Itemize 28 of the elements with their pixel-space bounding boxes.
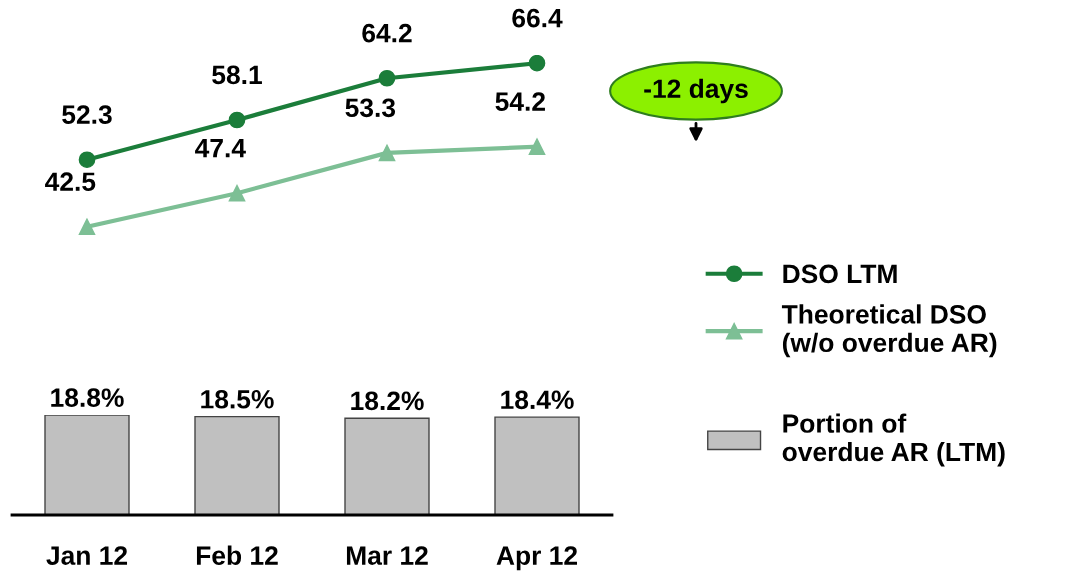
point — [378, 69, 396, 87]
point — [78, 218, 96, 235]
data-label: 47.4 — [195, 139, 246, 158]
data-label: 54.2 — [495, 92, 545, 111]
legend-label: Theoretical DSO (w/o overdue AR) — [781, 304, 997, 358]
point — [378, 144, 396, 162]
data-label: 53.3 — [345, 98, 396, 118]
data-label: 18.8% — [51, 388, 124, 408]
data-label: 64.2 — [362, 23, 412, 43]
point — [528, 138, 546, 156]
data-label: 18.5% — [201, 389, 274, 409]
data-label: 58.1 — [212, 65, 262, 85]
legend-label: DSO LTM — [783, 264, 897, 284]
point — [528, 55, 546, 72]
text: -12 days — [644, 78, 748, 104]
point — [78, 151, 96, 169]
x-tick-label: Mar 12 — [346, 546, 428, 565]
data-label: 42.5 — [45, 172, 96, 192]
point — [228, 184, 246, 202]
point — [228, 111, 246, 129]
x-tick-label: Feb 12 — [196, 545, 278, 565]
x-tick-label: Apr 12 — [496, 546, 578, 571]
data-label: 18.2% — [351, 391, 424, 411]
data-label: 18.4% — [501, 390, 574, 410]
data-label: 52.3 — [62, 105, 112, 124]
data-label: 66.4 — [512, 8, 563, 28]
legend-label: Portion of overdue AR (LTM) — [782, 413, 1005, 467]
x-tick-label: Jan 12 — [46, 546, 128, 565]
